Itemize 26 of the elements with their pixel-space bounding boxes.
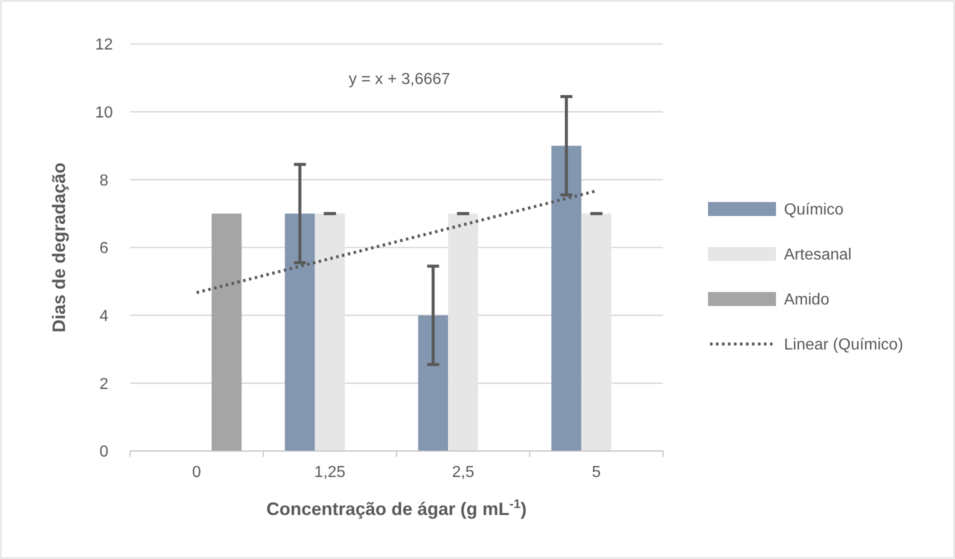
y-tick-label: 4 [100,308,109,325]
y-tick-label: 0 [100,444,109,461]
y-tick-label: 12 [95,36,113,54]
line-series [195,189,598,294]
bar [418,315,448,451]
legend-label: Artesanal [784,246,852,264]
x-tick-label: 2,5 [452,464,474,481]
legend-label: Linear (Químico) [784,336,904,354]
y-tick-label: 8 [100,172,109,190]
legend-label: Químico [784,202,844,219]
x-tick-label: 0 [192,464,202,481]
bar [551,146,582,451]
bar [581,214,612,451]
legend-label: Amido [784,292,830,309]
y-axis-title: Dias de degradação [49,162,69,333]
annotation: y = x + 3,6667 [348,71,450,88]
bar [284,214,315,451]
bar [212,214,242,451]
bar [314,214,345,451]
x-axis-title: Concentração de ágar (g mL$^{-1}$) [266,497,527,519]
y-tick-label: 10 [95,104,113,122]
x-tick-label: 1,25 [314,464,346,481]
y-tick-label: 2 [100,376,109,393]
y-tick-label: 6 [100,240,109,258]
bar [448,214,478,451]
x-tick-label: 5 [592,464,601,481]
